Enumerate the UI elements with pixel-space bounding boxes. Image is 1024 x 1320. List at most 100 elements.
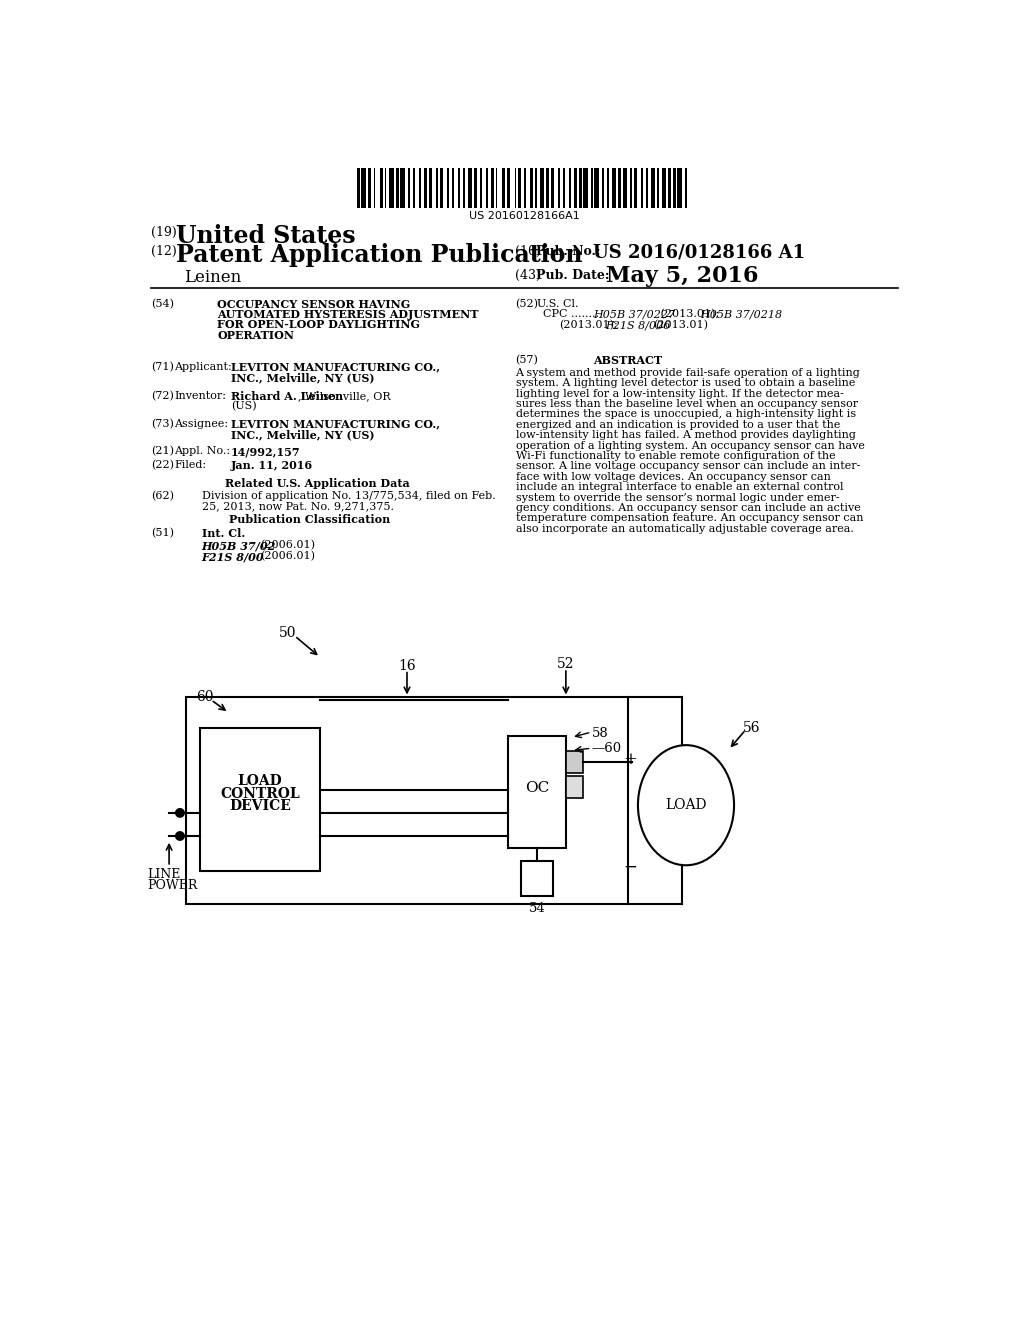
Bar [395, 168, 399, 207]
Text: H05B 37/02: H05B 37/02 [202, 540, 276, 552]
Bar [200, 729, 321, 871]
Text: Applicant:: Applicant: [174, 362, 232, 372]
Bar [584, 168, 588, 207]
Text: (73): (73) [152, 418, 174, 429]
Text: A system and method provide fail-safe operation of a lighting: A system and method provide fail-safe op… [515, 368, 860, 378]
Bar [558, 168, 560, 207]
Text: LINE: LINE [147, 869, 181, 882]
Text: sensor. A line voltage occupancy sensor can include an inter-: sensor. A line voltage occupancy sensor … [515, 462, 860, 471]
Text: H05B 37/0227: H05B 37/0227 [593, 309, 675, 319]
Text: 58: 58 [592, 726, 608, 739]
Text: (54): (54) [152, 298, 174, 309]
Text: 50: 50 [280, 626, 297, 640]
Text: OPERATION: OPERATION [217, 330, 294, 341]
Text: F21S 8/006: F21S 8/006 [605, 321, 671, 330]
Circle shape [176, 809, 184, 817]
Bar [186, 697, 628, 904]
Bar [518, 168, 521, 207]
Bar [452, 168, 454, 207]
Text: OC: OC [524, 781, 549, 795]
Bar [424, 168, 427, 207]
Bar [486, 168, 488, 207]
Bar [668, 168, 671, 207]
Text: Division of application No. 13/775,534, filed on Feb.: Division of application No. 13/775,534, … [202, 491, 496, 502]
Text: Inventor:: Inventor: [174, 391, 226, 401]
Bar [413, 168, 415, 207]
Text: (10): (10) [515, 246, 542, 259]
Text: (22): (22) [152, 461, 174, 470]
Text: H05B 37/0218: H05B 37/0218 [700, 309, 782, 319]
Bar [623, 168, 628, 207]
Text: (2013.01);: (2013.01); [657, 309, 720, 319]
Text: —60: —60 [592, 742, 622, 755]
Bar [595, 168, 599, 207]
Text: 25, 2013, now Pat. No. 9,271,375.: 25, 2013, now Pat. No. 9,271,375. [202, 502, 393, 511]
Bar [474, 168, 477, 207]
Bar [651, 168, 655, 207]
Bar [540, 168, 545, 207]
Bar [515, 168, 516, 207]
Text: (57): (57) [515, 355, 539, 366]
Bar [569, 168, 571, 207]
Text: Related U.S. Application Data: Related U.S. Application Data [225, 478, 410, 488]
Text: (US): (US) [231, 401, 257, 412]
Text: system. A lighting level detector is used to obtain a baseline: system. A lighting level detector is use… [515, 379, 855, 388]
Bar [574, 168, 578, 207]
Bar [374, 168, 376, 207]
Text: DEVICE: DEVICE [229, 799, 291, 813]
Text: temperature compensation feature. An occupancy sensor can: temperature compensation feature. An occ… [515, 513, 863, 523]
Text: determines the space is unoccupied, a high-intensity light is: determines the space is unoccupied, a hi… [515, 409, 856, 420]
Text: U.S. Cl.: U.S. Cl. [538, 298, 579, 309]
Bar [502, 168, 505, 207]
Text: energized and an indication is provided to a user that the: energized and an indication is provided … [515, 420, 840, 430]
Bar [368, 168, 371, 207]
Text: F21S 8/00: F21S 8/00 [202, 552, 264, 562]
Bar [419, 168, 421, 207]
Text: −: − [624, 859, 637, 876]
Text: Richard A. Leinen: Richard A. Leinen [231, 391, 343, 401]
Text: US 20160128166A1: US 20160128166A1 [469, 211, 581, 220]
Text: (51): (51) [152, 528, 174, 539]
Text: LEVITON MANUFACTURING CO.,: LEVITON MANUFACTURING CO., [231, 362, 440, 372]
Text: Leinen: Leinen [183, 268, 241, 285]
Bar [409, 168, 410, 207]
Text: INC., Melville, NY (US): INC., Melville, NY (US) [231, 429, 375, 440]
Text: 60: 60 [197, 689, 214, 704]
Text: Wi-Fi functionality to enable remote configuration of the: Wi-Fi functionality to enable remote con… [515, 451, 836, 461]
Bar [468, 168, 472, 207]
Bar [530, 168, 534, 207]
Text: (62): (62) [152, 491, 174, 502]
Bar [508, 737, 566, 847]
Bar [631, 168, 632, 207]
Text: (21): (21) [152, 446, 174, 457]
Bar [677, 168, 682, 207]
Text: Appl. No.:: Appl. No.: [174, 446, 230, 457]
Text: (12): (12) [152, 246, 177, 259]
Bar [380, 168, 383, 207]
Bar [641, 168, 643, 207]
Text: Assignee:: Assignee: [174, 418, 228, 429]
Bar [356, 168, 359, 207]
Bar [662, 168, 667, 207]
Bar [535, 168, 537, 207]
Bar [496, 168, 498, 207]
Text: 14/992,157: 14/992,157 [231, 446, 301, 458]
Text: (52): (52) [515, 298, 539, 309]
Text: 54: 54 [528, 903, 545, 915]
Bar [385, 168, 386, 207]
Text: face with low voltage devices. An occupancy sensor can: face with low voltage devices. An occupa… [515, 471, 830, 482]
Bar [611, 168, 616, 207]
Text: Patent Application Publication: Patent Application Publication [176, 243, 583, 267]
Text: operation of a lighting system. An occupancy sensor can have: operation of a lighting system. An occup… [515, 441, 864, 450]
Text: (19): (19) [152, 226, 177, 239]
Text: LEVITON MANUFACTURING CO.,: LEVITON MANUFACTURING CO., [231, 418, 440, 430]
Bar [602, 168, 604, 207]
Circle shape [176, 832, 184, 841]
Text: gency conditions. An occupancy sensor can include an active: gency conditions. An occupancy sensor ca… [515, 503, 860, 513]
Bar [685, 168, 687, 207]
Bar [579, 168, 582, 207]
Bar [480, 168, 481, 207]
Text: Pub. No.:: Pub. No.: [537, 246, 601, 259]
Text: CONTROL: CONTROL [220, 787, 300, 801]
Bar [463, 168, 465, 207]
